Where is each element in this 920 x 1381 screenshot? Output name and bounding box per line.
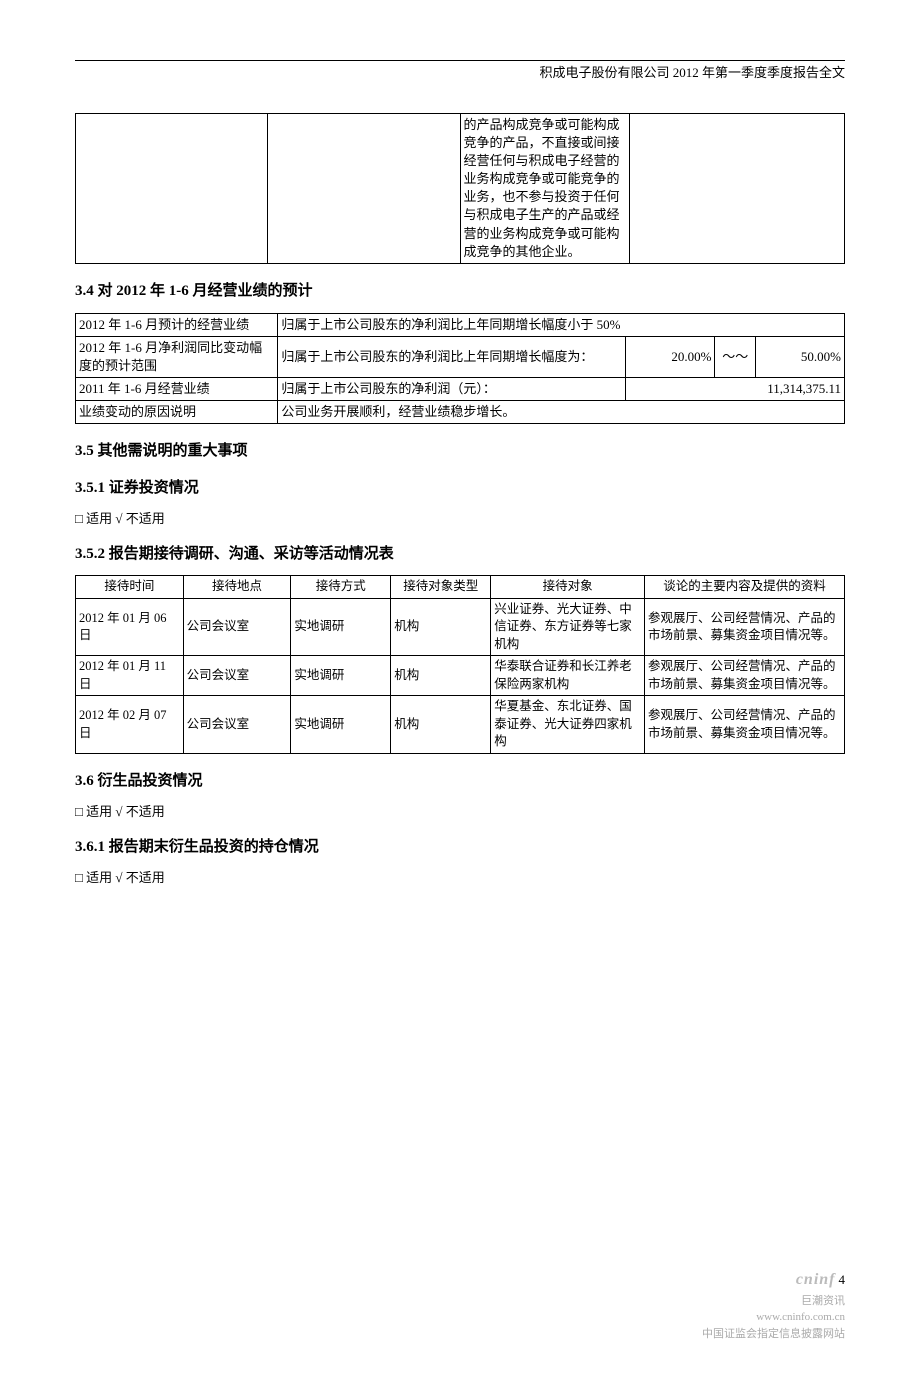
t2-r4-desc: 公司业务开展顺利，经营业绩稳步增长。 xyxy=(278,401,845,424)
section-3-6-1-heading: 3.6.1 报告期末衍生品投资的持仓情况 xyxy=(75,836,845,859)
t3-r1-c2: 公司会议室 xyxy=(183,598,291,656)
t3-r2-c1: 2012 年 01 月 11 日 xyxy=(76,656,184,696)
section-3-6-heading: 3.6 衍生品投资情况 xyxy=(75,770,845,793)
header-title: 积成电子股份有限公司 2012 年第一季度季度报告全文 xyxy=(539,65,845,80)
t3-r1-c3: 实地调研 xyxy=(291,598,391,656)
t3-r2-c5: 华泰联合证券和长江养老保险两家机构 xyxy=(491,656,645,696)
t1-col3: 的产品构成竞争或可能构成竞争的产品，不直接或间接经营任何与积成电子经营的业务构成… xyxy=(460,113,629,264)
table-row: 2012 年 01 月 06 日 公司会议室 实地调研 机构 兴业证券、光大证券… xyxy=(76,598,845,656)
reception-table: 接待时间 接待地点 接待方式 接待对象类型 接待对象 谈论的主要内容及提供的资料… xyxy=(75,575,845,754)
t1-col2 xyxy=(268,113,460,264)
t2-r2-label: 2012 年 1-6 月净利润同比变动幅度的预计范围 xyxy=(76,336,278,377)
t3-r1-c4: 机构 xyxy=(391,598,491,656)
table-row: 2012 年 02 月 07 日 公司会议室 实地调研 机构 华夏基金、东北证券… xyxy=(76,696,845,754)
t2-r2-desc: 归属于上市公司股东的净利润比上年同期增长幅度为： xyxy=(278,336,626,377)
t2-r2-v1: 20.00% xyxy=(626,336,715,377)
commitment-table: 的产品构成竞争或可能构成竞争的产品，不直接或间接经营任何与积成电子经营的业务构成… xyxy=(75,113,845,265)
t2-r2-v2: 50.00% xyxy=(755,336,844,377)
t1-col1 xyxy=(76,113,268,264)
watermark-url: www.cninfo.com.cn xyxy=(75,1310,845,1324)
t3-h6: 谈论的主要内容及提供的资料 xyxy=(645,576,845,599)
t3-r3-c2: 公司会议室 xyxy=(183,696,291,754)
t2-r3-v: 11,314,375.11 xyxy=(626,378,845,401)
forecast-table: 2012 年 1-6 月预计的经营业绩 归属于上市公司股东的净利润比上年同期增长… xyxy=(75,313,845,425)
t3-r1-c1: 2012 年 01 月 06 日 xyxy=(76,598,184,656)
t3-r1-c5: 兴业证券、光大证券、中信证券、东方证券等七家机构 xyxy=(491,598,645,656)
page-number: 4 xyxy=(839,1272,846,1287)
t3-r3-c4: 机构 xyxy=(391,696,491,754)
t3-r2-c3: 实地调研 xyxy=(291,656,391,696)
t3-r3-c1: 2012 年 02 月 07 日 xyxy=(76,696,184,754)
page-footer: cninf 4 巨潮资讯 www.cninfo.com.cn 中国证监会指定信息… xyxy=(75,1268,845,1341)
section-3-4-heading: 3.4 对 2012 年 1-6 月经营业绩的预计 xyxy=(75,280,845,303)
t3-h2: 接待地点 xyxy=(183,576,291,599)
section-3-5-1-check: □ 适用 √ 不适用 xyxy=(75,509,845,529)
t2-r1-label: 2012 年 1-6 月预计的经营业绩 xyxy=(76,313,278,336)
table-row: 2012 年 01 月 11 日 公司会议室 实地调研 机构 华泰联合证券和长江… xyxy=(76,656,845,696)
t3-h1: 接待时间 xyxy=(76,576,184,599)
watermark-note: 中国证监会指定信息披露网站 xyxy=(75,1327,845,1341)
cninfo-logo: cninf xyxy=(796,1271,836,1288)
section-3-5-heading: 3.5 其他需说明的重大事项 xyxy=(75,440,845,463)
t3-r1-c6: 参观展厅、公司经营情况、产品的市场前景、募集资金项目情况等。 xyxy=(645,598,845,656)
t2-r2-mid: ～～ xyxy=(715,336,755,377)
t3-h4: 接待对象类型 xyxy=(391,576,491,599)
section-3-5-1-heading: 3.5.1 证券投资情况 xyxy=(75,477,845,500)
section-3-5-2-heading: 3.5.2 报告期接待调研、沟通、采访等活动情况表 xyxy=(75,543,845,566)
t3-r2-c2: 公司会议室 xyxy=(183,656,291,696)
t3-h5: 接待对象 xyxy=(491,576,645,599)
t3-h3: 接待方式 xyxy=(291,576,391,599)
t2-r3-label: 2011 年 1-6 月经营业绩 xyxy=(76,378,278,401)
t1-col4 xyxy=(629,113,844,264)
page-header: 积成电子股份有限公司 2012 年第一季度季度报告全文 xyxy=(75,60,845,83)
t3-r3-c3: 实地调研 xyxy=(291,696,391,754)
t2-r1-desc: 归属于上市公司股东的净利润比上年同期增长幅度小于 50% xyxy=(278,313,845,336)
section-3-6-check: □ 适用 √ 不适用 xyxy=(75,802,845,822)
t2-r3-desc: 归属于上市公司股东的净利润（元）： xyxy=(278,378,626,401)
section-3-6-1-check: □ 适用 √ 不适用 xyxy=(75,868,845,888)
t3-r3-c5: 华夏基金、东北证券、国泰证券、光大证券四家机构 xyxy=(491,696,645,754)
t3-r2-c4: 机构 xyxy=(391,656,491,696)
t3-r3-c6: 参观展厅、公司经营情况、产品的市场前景、募集资金项目情况等。 xyxy=(645,696,845,754)
watermark-brand: 巨潮资讯 xyxy=(75,1294,845,1308)
t3-r2-c6: 参观展厅、公司经营情况、产品的市场前景、募集资金项目情况等。 xyxy=(645,656,845,696)
t2-r4-label: 业绩变动的原因说明 xyxy=(76,401,278,424)
